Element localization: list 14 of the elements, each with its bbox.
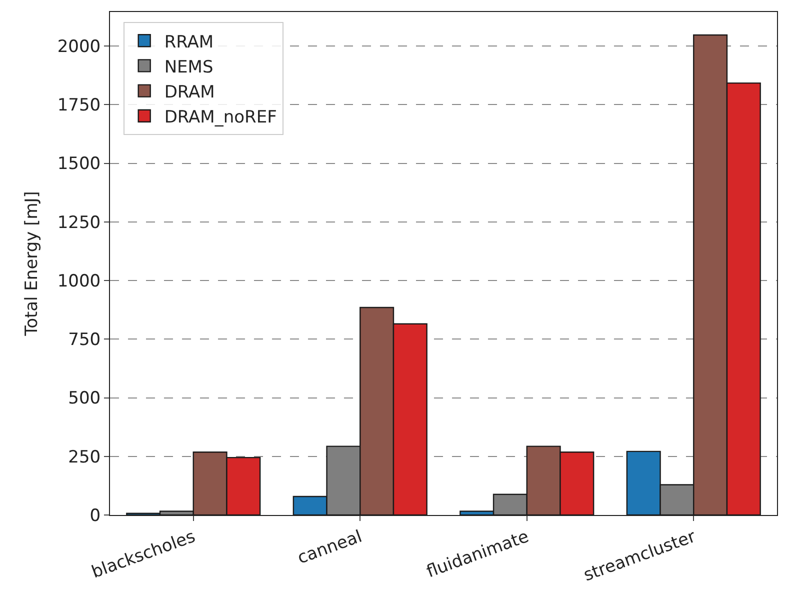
legend-label: DRAM — [164, 82, 215, 102]
legend-label: RRAM — [164, 32, 214, 52]
y-tick-label: 1000 — [57, 271, 101, 292]
y-tick-label: 2000 — [57, 36, 101, 57]
y-tick-label: 1250 — [57, 212, 101, 233]
y-tick-label: 1750 — [57, 96, 101, 116]
legend-label: NEMS — [164, 57, 214, 78]
y-axis-title: Total Energy [mJ] — [22, 191, 42, 337]
y-tick-label: 500 — [68, 388, 101, 409]
y-tick-label: 250 — [68, 447, 101, 468]
y-tick-label: 1500 — [57, 154, 101, 174]
y-tick-label: 750 — [68, 330, 101, 350]
y-tick-label: 0 — [90, 506, 101, 526]
legend-label: DRAM_noREF — [164, 108, 277, 128]
